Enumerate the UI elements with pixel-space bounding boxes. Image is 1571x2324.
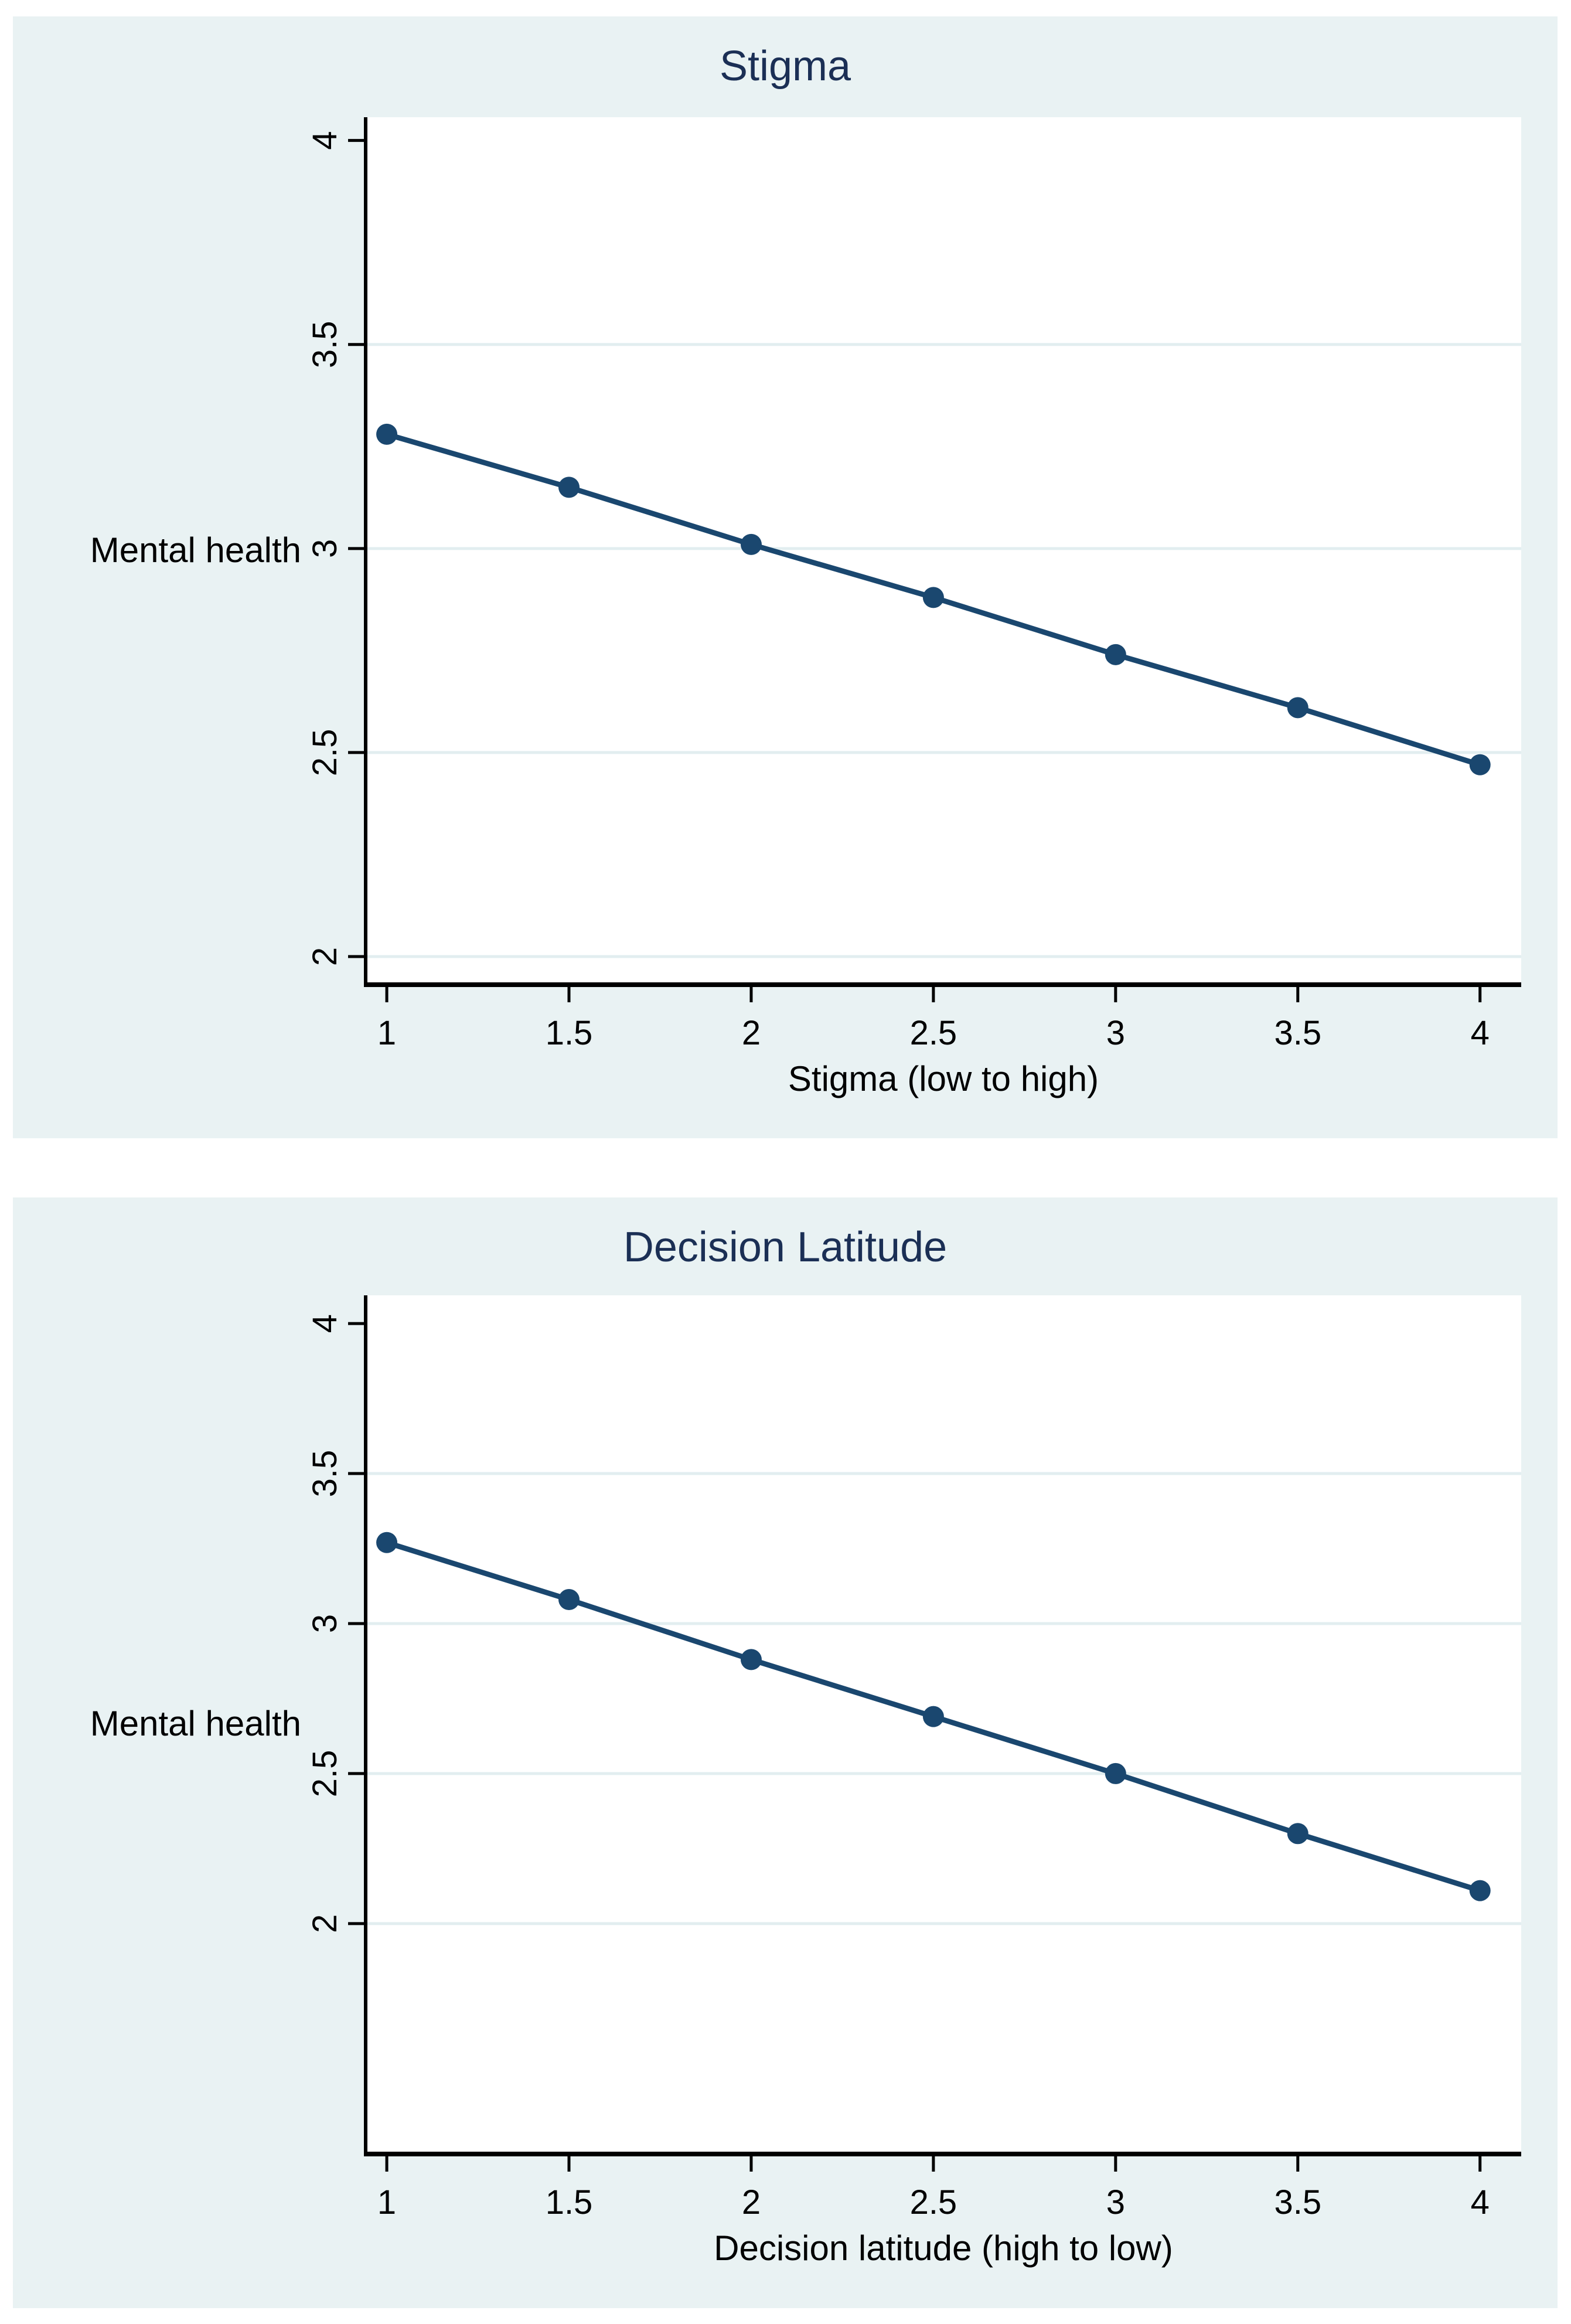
x-tick-label: 3.5 — [1274, 2183, 1321, 2221]
data-point — [558, 1589, 580, 1611]
stigma-y-axis-title: Mental health — [90, 530, 301, 570]
stigma-chart-canvas: 4 3.5 3 2.5 2 1 1.5 2 2.5 3 3.5 4 — [306, 117, 1521, 1052]
y-tick-label: 2.5 — [306, 729, 344, 777]
data-point — [740, 533, 762, 555]
data-point — [376, 1532, 398, 1553]
y-tick-label: 3 — [306, 1614, 344, 1633]
y-tick-label: 4 — [306, 1314, 344, 1333]
decision-latitude-chart-panel: 4 3.5 3 2.5 2 1 1.5 2 2.5 3 3.5 4 Decision Latitude… — [13, 1197, 1558, 2308]
x-tick-label: 2 — [742, 1014, 761, 1052]
stigma-chart-panel: 4 3.5 3 2.5 2 1 1.5 2 2.5 3 3.5 4 Stigma Mental hea… — [13, 16, 1558, 1138]
decision-latitude-chart-canvas: 4 3.5 3 2.5 2 1 1.5 2 2.5 3 3.5 4 — [306, 1295, 1521, 2221]
data-point — [922, 1706, 944, 1727]
y-tick-label: 3.5 — [306, 1450, 344, 1498]
data-point — [1105, 1762, 1126, 1784]
data-point — [558, 477, 580, 498]
x-tick-label: 2.5 — [910, 1014, 957, 1052]
x-tick-label: 4 — [1471, 2183, 1490, 2221]
y-tick-label: 4 — [306, 131, 344, 150]
data-point — [1469, 754, 1491, 775]
decision-latitude-chart-title: Decision Latitude — [623, 1224, 948, 1271]
x-tick-label: 4 — [1471, 1014, 1490, 1052]
x-tick-label: 1 — [377, 2183, 396, 2221]
decision-latitude-x-axis-title: Decision latitude (high to low) — [714, 2228, 1173, 2268]
x-tick-label: 1 — [377, 1014, 396, 1052]
data-point — [1105, 644, 1126, 665]
x-tick-label: 2.5 — [910, 2183, 957, 2221]
stigma-chart-title: Stigma — [719, 43, 851, 90]
data-point — [1287, 697, 1308, 719]
y-tick-label: 2.5 — [306, 1750, 344, 1798]
data-point — [740, 1649, 762, 1670]
x-tick-label: 3 — [1106, 2183, 1125, 2221]
y-tick-label: 3 — [306, 539, 344, 558]
decision-latitude-y-axis-title: Mental health — [90, 1704, 301, 1743]
y-tick-label: 2 — [306, 1914, 344, 1933]
data-point — [1469, 1880, 1491, 1901]
stigma-x-axis-title: Stigma (low to high) — [788, 1059, 1099, 1098]
plot-area — [366, 1295, 1521, 2154]
plot-area — [366, 117, 1521, 985]
y-tick-label: 3.5 — [306, 321, 344, 368]
x-tick-label: 1.5 — [546, 2183, 593, 2221]
x-tick-label: 3.5 — [1274, 1014, 1321, 1052]
data-point — [922, 587, 944, 608]
data-point — [376, 423, 398, 445]
y-tick-label: 2 — [306, 947, 344, 966]
x-tick-label: 2 — [742, 2183, 761, 2221]
x-tick-label: 1.5 — [546, 1014, 593, 1052]
data-point — [1287, 1823, 1308, 1845]
x-tick-label: 3 — [1106, 1014, 1125, 1052]
